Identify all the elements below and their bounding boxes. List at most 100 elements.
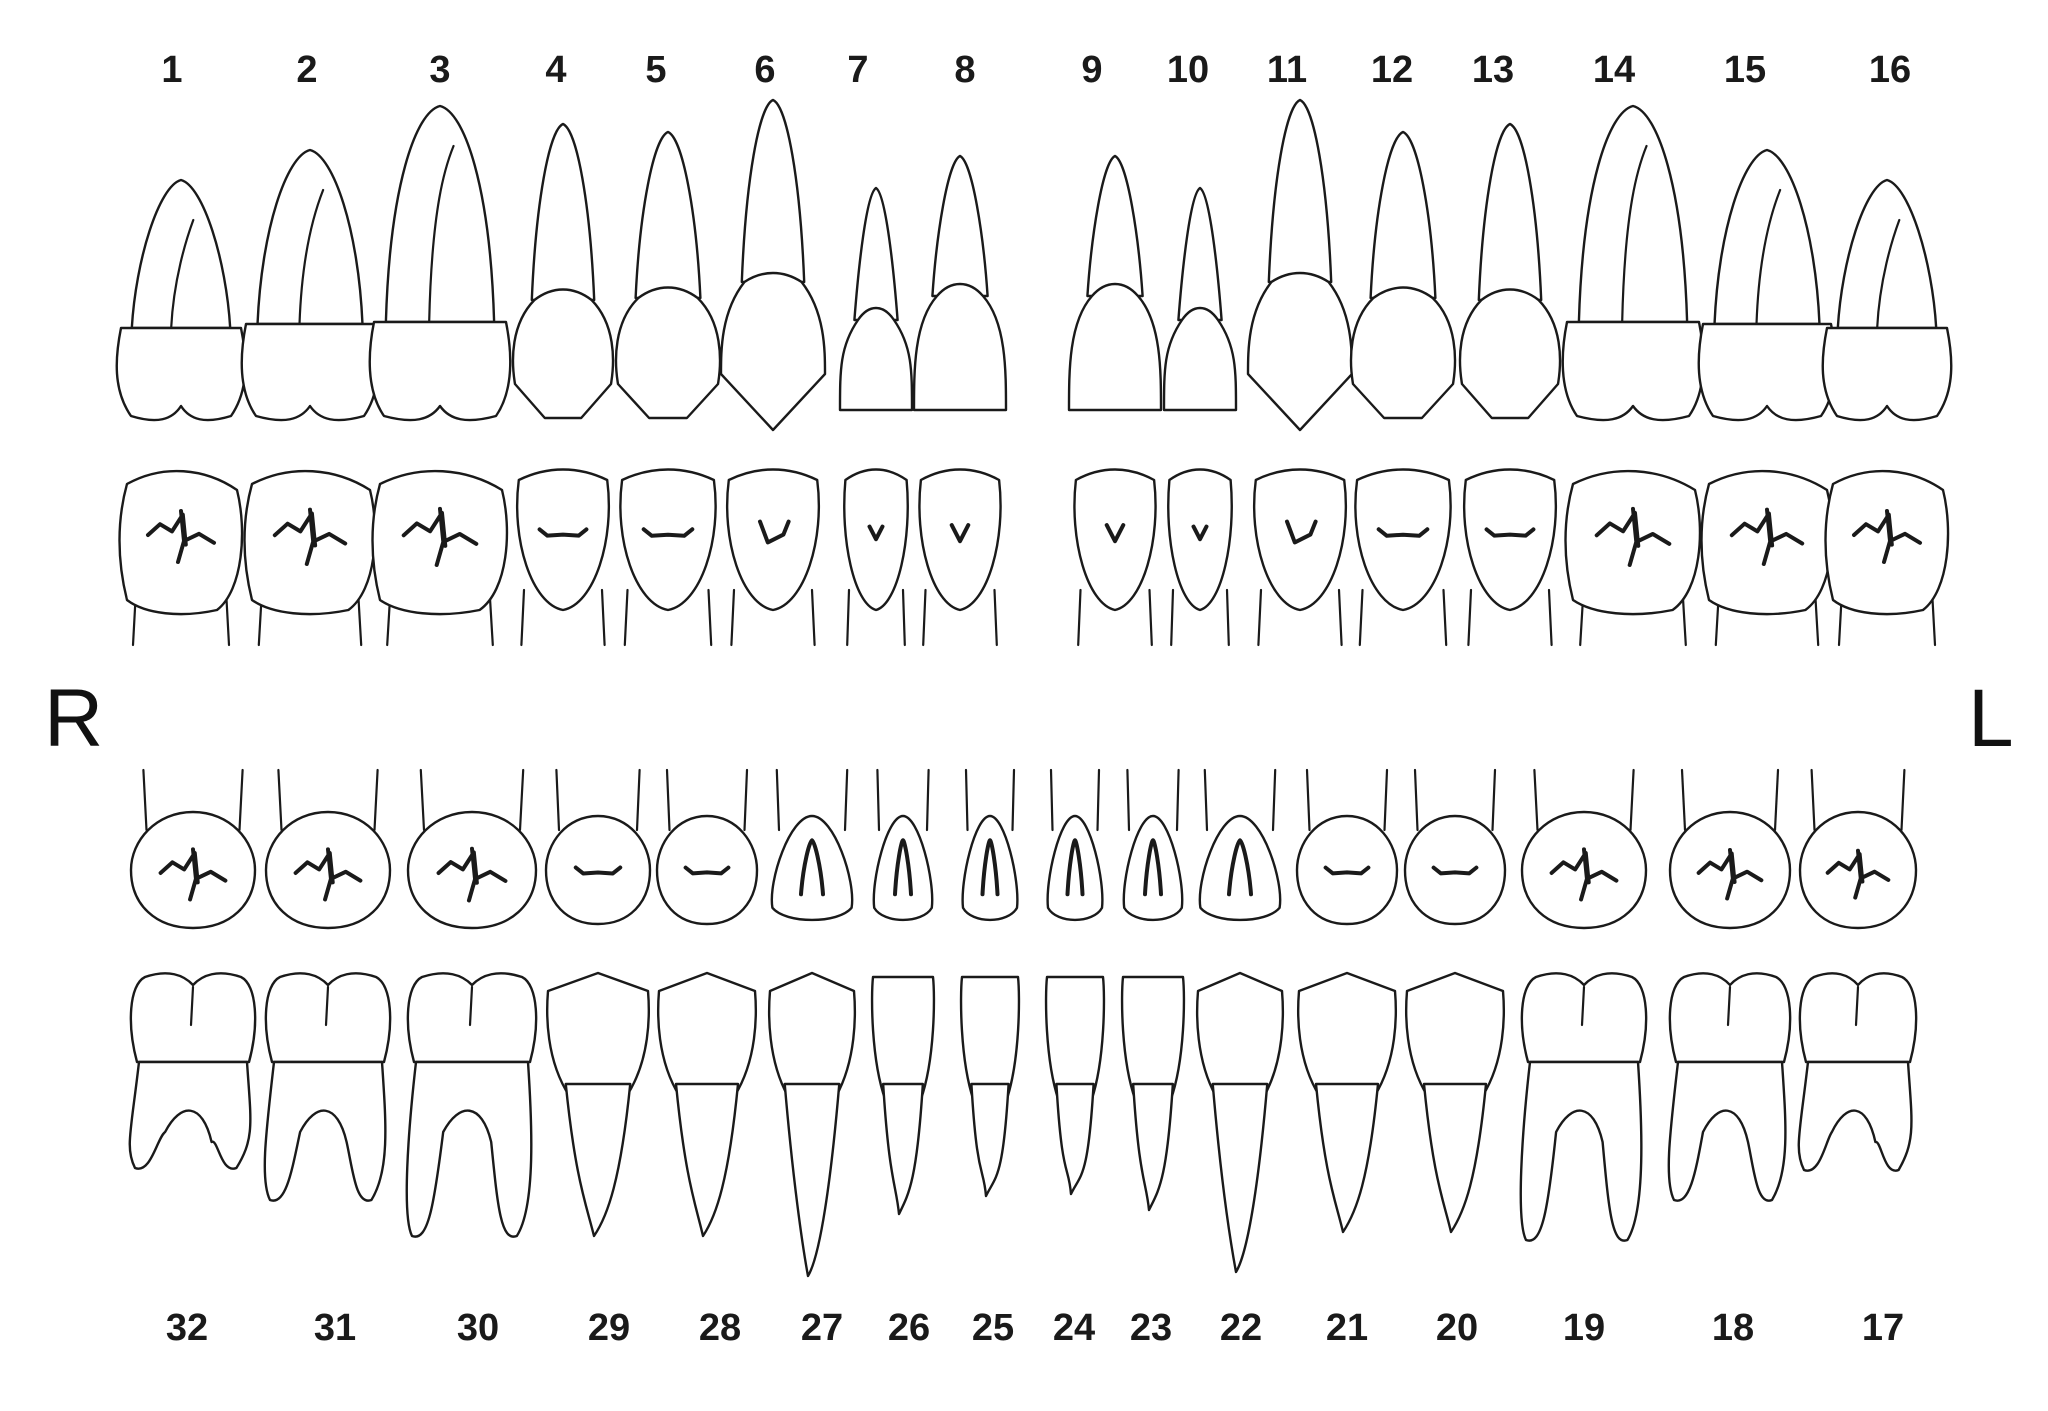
crown-outline	[1246, 271, 1354, 432]
root-outline	[1477, 122, 1543, 302]
neck-line-right	[1491, 768, 1497, 832]
tooth-number: 1	[161, 49, 182, 91]
tooth-number: 25	[972, 1307, 1014, 1349]
tooth-number: 18	[1712, 1307, 1754, 1349]
tooth-number: 2	[296, 49, 317, 91]
occlusal-outline	[770, 814, 854, 922]
neck-line-left	[1467, 588, 1473, 647]
occlusal-outline	[544, 814, 652, 926]
crown-outline	[767, 971, 857, 1098]
occlusal-fissure	[1431, 865, 1479, 876]
root-outline	[634, 130, 702, 300]
occlusal-fissure	[799, 838, 825, 897]
crown-outline	[240, 322, 380, 422]
root-outline	[405, 1060, 533, 1238]
neck-line-left	[775, 768, 781, 832]
lower-tooth-26: 26	[870, 768, 936, 1349]
crown-outline	[870, 975, 936, 1102]
neck-line-left	[555, 768, 561, 832]
neck-line-left	[520, 588, 526, 647]
occlusal-fissure	[537, 527, 589, 538]
crown-outline	[614, 286, 722, 420]
crown-outline	[1120, 975, 1186, 1102]
occlusal-fissure	[867, 524, 885, 542]
tooth-number: 6	[754, 49, 775, 91]
crown-outline	[1798, 972, 1918, 1064]
neck-line-right	[1225, 588, 1230, 647]
tooth-number: 26	[888, 1307, 930, 1349]
upper-tooth-7: 7	[838, 49, 914, 647]
occlusal-fissure	[401, 506, 479, 567]
tooth-number: 29	[588, 1307, 630, 1349]
lower-tooth-32: 32	[128, 768, 257, 1349]
occlusal-fissure	[1285, 519, 1318, 545]
neck-line-right	[373, 768, 379, 832]
occlusal-fissure	[1227, 838, 1253, 897]
neck-line-left	[846, 588, 851, 647]
occlusal-outline	[1403, 814, 1507, 926]
upper-tooth-9: 9	[1067, 49, 1163, 647]
occlusal-fissure	[1696, 848, 1764, 901]
occlusal-outline	[406, 810, 538, 930]
neck-line-right	[1629, 768, 1635, 832]
root-outline	[931, 154, 989, 298]
tooth-number: 10	[1167, 49, 1209, 91]
neck-line-right	[518, 768, 525, 832]
crown-outline	[1520, 972, 1648, 1064]
tooth-number: 4	[545, 49, 566, 91]
occlusal-outline	[264, 810, 392, 930]
lower-tooth-31: 31	[263, 768, 392, 1349]
crown-outline	[1067, 282, 1163, 412]
occlusal-fissure	[436, 846, 508, 903]
occlusal-fissure	[1825, 848, 1891, 900]
occlusal-fissure	[158, 847, 228, 902]
root-outline	[1667, 1060, 1787, 1202]
crown-outline	[129, 972, 257, 1064]
upper-tooth-2: 2	[240, 49, 380, 647]
tooth-number: 14	[1593, 49, 1635, 91]
crown-outline	[1044, 975, 1106, 1102]
root-outline	[881, 1082, 925, 1216]
root-outline	[853, 186, 899, 322]
occlusal-outline	[371, 469, 509, 616]
tooth-number: 3	[429, 49, 450, 91]
occlusal-fissure	[683, 865, 731, 876]
crown-outline	[546, 971, 650, 1098]
lower-tooth-24: 24	[1044, 768, 1106, 1349]
neck-line-left	[1257, 588, 1263, 647]
lower-tooth-19: 19	[1519, 768, 1648, 1349]
neck-line-right	[993, 588, 998, 647]
lower-tooth-30: 30	[405, 768, 538, 1349]
root-outline	[1369, 130, 1437, 300]
occlusal-fissure	[146, 509, 216, 564]
neck-line-left	[1170, 588, 1175, 647]
neck-line-right	[635, 768, 641, 832]
crown-groove	[189, 985, 195, 1027]
occlusal-fissure	[1852, 509, 1922, 564]
neck-line-left	[1126, 768, 1131, 832]
occlusal-fissure	[949, 523, 971, 544]
root-outline	[1055, 1082, 1095, 1196]
neck-line-right	[1011, 768, 1016, 832]
neck-line-left	[922, 588, 927, 647]
root-outline	[1422, 1082, 1488, 1234]
root-furcation	[1876, 218, 1901, 330]
lower-tooth-23: 23	[1120, 768, 1186, 1349]
occlusal-outline	[1122, 814, 1184, 921]
neck-line-left	[876, 768, 881, 832]
occlusal-outline	[515, 468, 611, 612]
tooth-number: 12	[1371, 49, 1413, 91]
tooth-number: 31	[314, 1307, 356, 1349]
tooth-number: 30	[457, 1307, 499, 1349]
occlusal-outline	[1824, 469, 1950, 616]
upper-tooth-6: 6	[719, 49, 827, 647]
occlusal-fissure	[641, 527, 695, 538]
root-outline	[1211, 1082, 1269, 1274]
occlusal-fissure	[980, 838, 1000, 897]
neck-line-left	[277, 768, 283, 832]
root-outline	[530, 122, 596, 302]
upper-tooth-8: 8	[912, 49, 1008, 647]
lower-tooth-25: 25	[959, 768, 1021, 1349]
right-side-label: R	[44, 673, 103, 764]
crown-outline	[511, 288, 615, 420]
